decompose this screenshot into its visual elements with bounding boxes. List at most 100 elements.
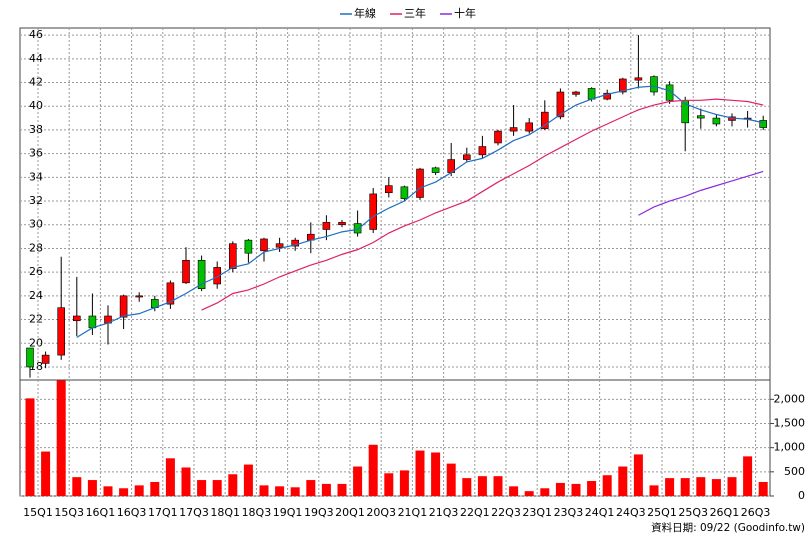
candle-body <box>618 78 627 93</box>
candle-body <box>26 347 34 368</box>
volume-bar <box>462 478 472 496</box>
candle-body <box>119 295 128 318</box>
candle-body <box>431 167 440 173</box>
volume-bar <box>25 398 35 496</box>
volume-bar <box>321 483 331 496</box>
x-tick-label: 17Q3 <box>179 506 209 519</box>
candle-body <box>338 222 346 226</box>
volume-bar <box>399 470 409 496</box>
volume-bar <box>353 466 363 496</box>
x-tick-label: 16Q3 <box>117 506 147 519</box>
volume-bar <box>275 486 285 496</box>
x-tick-label: 15Q3 <box>54 506 84 519</box>
volume-bar <box>197 480 207 496</box>
candle-body <box>540 111 549 130</box>
volume-bar <box>119 488 129 496</box>
volume-bar <box>743 456 753 496</box>
candle-body <box>509 127 518 132</box>
y-tick-label: 20 <box>29 336 43 349</box>
y2-tick-label: 1,000 <box>774 441 806 454</box>
x-tick-label: 21Q3 <box>429 506 459 519</box>
candle-body <box>197 259 206 290</box>
volume-bar <box>306 480 316 496</box>
candle-body <box>556 91 565 118</box>
volume-bar <box>41 451 51 496</box>
x-tick-label: 19Q1 <box>273 506 303 519</box>
y-tick-label: 36 <box>29 147 43 160</box>
x-tick-label: 19Q3 <box>304 506 334 519</box>
volume-bar <box>228 474 238 496</box>
y-tick-label: 44 <box>29 52 43 65</box>
y2-tick-label: 500 <box>784 465 805 478</box>
volume-bar <box>602 475 612 496</box>
candle-body <box>462 154 471 160</box>
volume-bar <box>290 487 300 496</box>
volume-bar <box>103 486 113 496</box>
candle-body <box>166 282 175 305</box>
ma-line <box>76 85 764 338</box>
y-tick-label: 46 <box>29 28 43 41</box>
candle-body <box>353 223 362 234</box>
candle-body <box>213 267 221 285</box>
candle-body <box>41 354 50 364</box>
y2-tick-label: 0 <box>798 489 805 502</box>
candle-body <box>73 315 81 322</box>
volume-bar <box>571 483 581 496</box>
candle-body <box>525 122 534 132</box>
legend-label: 三年 <box>404 6 426 20</box>
volume-bar <box>134 485 144 496</box>
candle-body <box>244 239 253 254</box>
volume-bar <box>680 478 690 496</box>
candle-body <box>494 130 502 144</box>
volume-bar <box>212 480 222 496</box>
y-tick-label: 40 <box>29 99 43 112</box>
y2-tick-label: 2,000 <box>774 392 806 405</box>
candle-body <box>369 193 378 230</box>
legend-label: 年線 <box>354 6 376 20</box>
candle-body <box>665 84 674 101</box>
volume-bar <box>633 454 643 496</box>
volume-bar <box>758 481 768 496</box>
x-tick-label: 25Q1 <box>647 506 677 519</box>
volume-bar <box>415 450 425 496</box>
candle-body <box>57 307 66 356</box>
x-tick-label: 24Q3 <box>616 506 646 519</box>
volume-bar <box>56 380 66 496</box>
volume-bar <box>181 467 191 496</box>
candle-body <box>696 115 705 119</box>
volume-bar <box>150 481 160 496</box>
plot-frame <box>19 27 771 497</box>
y-tick-label: 42 <box>29 76 43 89</box>
volume-bar <box>384 473 394 496</box>
x-tick-label: 23Q3 <box>554 506 584 519</box>
x-tick-label: 22Q3 <box>491 506 521 519</box>
volume-bar <box>243 464 253 496</box>
candle-body <box>712 117 721 125</box>
candle-body <box>322 222 331 230</box>
volume-bar <box>587 481 597 496</box>
candle-body <box>759 120 768 128</box>
volume-bar <box>524 491 534 496</box>
volume-bar <box>696 477 706 496</box>
volume-bar <box>446 463 456 496</box>
volume-bar <box>259 485 269 496</box>
x-tick-label: 20Q3 <box>366 506 396 519</box>
candle-body <box>572 91 580 95</box>
x-tick-label: 26Q3 <box>741 506 771 519</box>
y2-tick-label: 1,500 <box>774 417 806 430</box>
footnote: 資料日期: 09/22 (Goodinfo.tw) <box>651 521 805 534</box>
ma-line <box>638 170 764 216</box>
y-tick-label: 28 <box>29 241 43 254</box>
candle-body <box>275 243 284 248</box>
candle-body <box>260 238 268 252</box>
y-tick-label: 34 <box>29 170 43 183</box>
volume-bar <box>337 483 347 496</box>
candle-body <box>291 239 300 247</box>
candle-body <box>229 243 237 269</box>
candle-body <box>603 92 612 100</box>
legend-label: 十年 <box>454 6 476 20</box>
candle-body <box>384 185 393 194</box>
x-tick-label: 22Q1 <box>460 506 490 519</box>
y-tick-label: 38 <box>29 123 43 136</box>
